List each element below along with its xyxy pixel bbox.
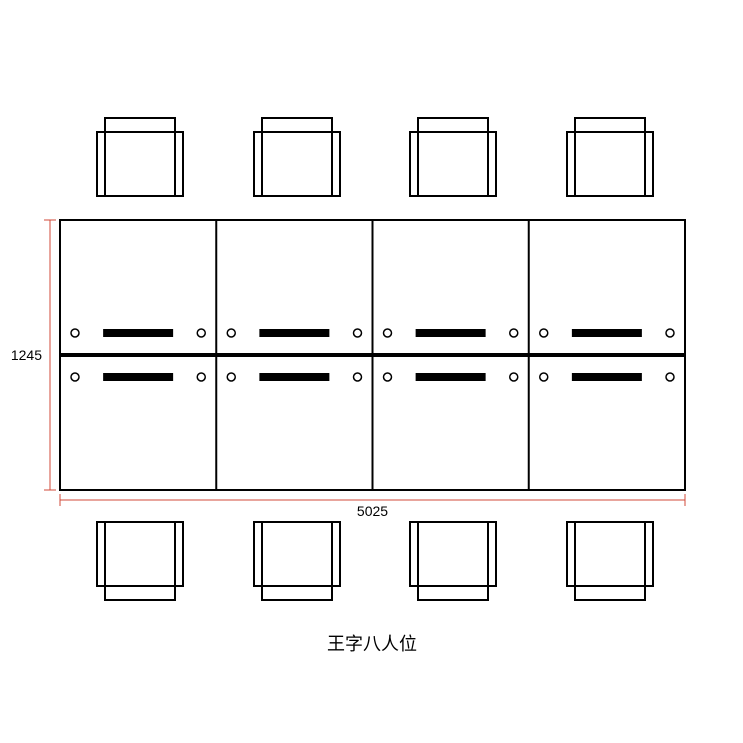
chair xyxy=(97,118,183,196)
chairs-bottom xyxy=(97,522,653,600)
chair xyxy=(254,522,340,600)
chair xyxy=(410,118,496,196)
chair xyxy=(410,522,496,600)
chair xyxy=(567,522,653,600)
furniture-diagram: 1245 5025 王字八人位 xyxy=(0,0,743,743)
dimension-height-label: 1245 xyxy=(11,347,42,363)
chair xyxy=(254,118,340,196)
table xyxy=(60,220,685,490)
chair xyxy=(567,118,653,196)
diagram-caption: 王字八人位 xyxy=(327,634,417,654)
dimension-width-label: 5025 xyxy=(357,503,388,519)
chair xyxy=(97,522,183,600)
chairs-top xyxy=(97,118,653,196)
